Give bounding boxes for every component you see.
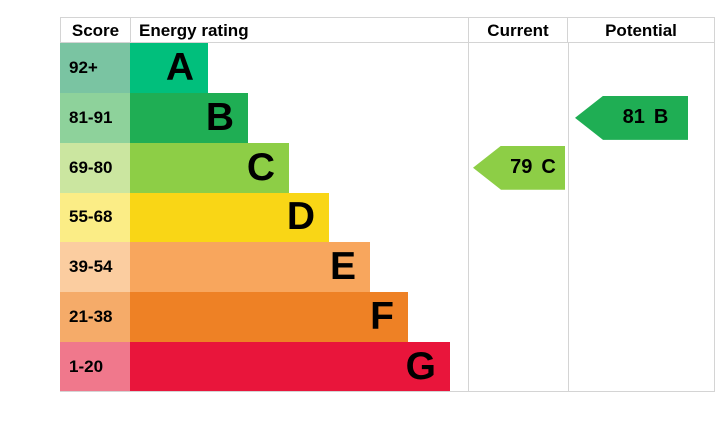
grade-bar-f: F xyxy=(130,292,408,343)
current-score-value: 79 xyxy=(510,156,533,179)
potential-band-letter: B xyxy=(653,106,669,129)
gridline-bottom xyxy=(60,391,715,392)
score-range-g: 1-20 xyxy=(60,342,130,392)
gridline-current-potential xyxy=(568,43,569,392)
score-range-b: 81-91 xyxy=(60,92,130,143)
band-row-g: 1-20 G xyxy=(60,342,468,392)
gridline-energy-current xyxy=(468,43,469,392)
epc-band-rows: 92+ A 81-91 B 69-80 C 55-68 D 39-54 E 21… xyxy=(60,43,715,392)
score-range-c: 69-80 xyxy=(60,142,130,193)
header-energy-rating: Energy rating xyxy=(139,21,249,40)
score-range-d: 55-68 xyxy=(60,192,130,243)
header-score: Score xyxy=(61,18,131,42)
gridline-right-edge xyxy=(714,43,715,392)
current-band-letter: C xyxy=(541,156,556,179)
band-row-b: 81-91 B xyxy=(60,92,468,143)
grade-bar-b: B xyxy=(130,92,248,143)
potential-score-value: 81 xyxy=(622,106,645,129)
grade-bar-d: D xyxy=(130,192,329,243)
band-row-e: 39-54 E xyxy=(60,242,468,293)
header-current: Current xyxy=(468,18,568,42)
header-potential: Potential xyxy=(605,21,677,40)
grade-bar-e: E xyxy=(130,242,370,293)
grade-bar-a: A xyxy=(130,43,208,93)
band-row-c: 69-80 C xyxy=(60,142,468,193)
score-range-e: 39-54 xyxy=(60,242,130,293)
table-header-row: Score Energy rating Current Potential xyxy=(60,17,715,43)
score-range-f: 21-38 xyxy=(60,292,130,343)
grade-bar-g: G xyxy=(130,342,450,392)
band-row-a: 92+ A xyxy=(60,43,468,93)
band-row-d: 55-68 D xyxy=(60,192,468,243)
grade-bar-c: C xyxy=(130,142,289,193)
score-range-a: 92+ xyxy=(60,43,130,93)
epc-table: Score Energy rating Current Potential 92… xyxy=(60,17,715,392)
potential-rating-arrow: 81 B xyxy=(575,95,688,140)
band-row-f: 21-38 F xyxy=(60,292,468,343)
